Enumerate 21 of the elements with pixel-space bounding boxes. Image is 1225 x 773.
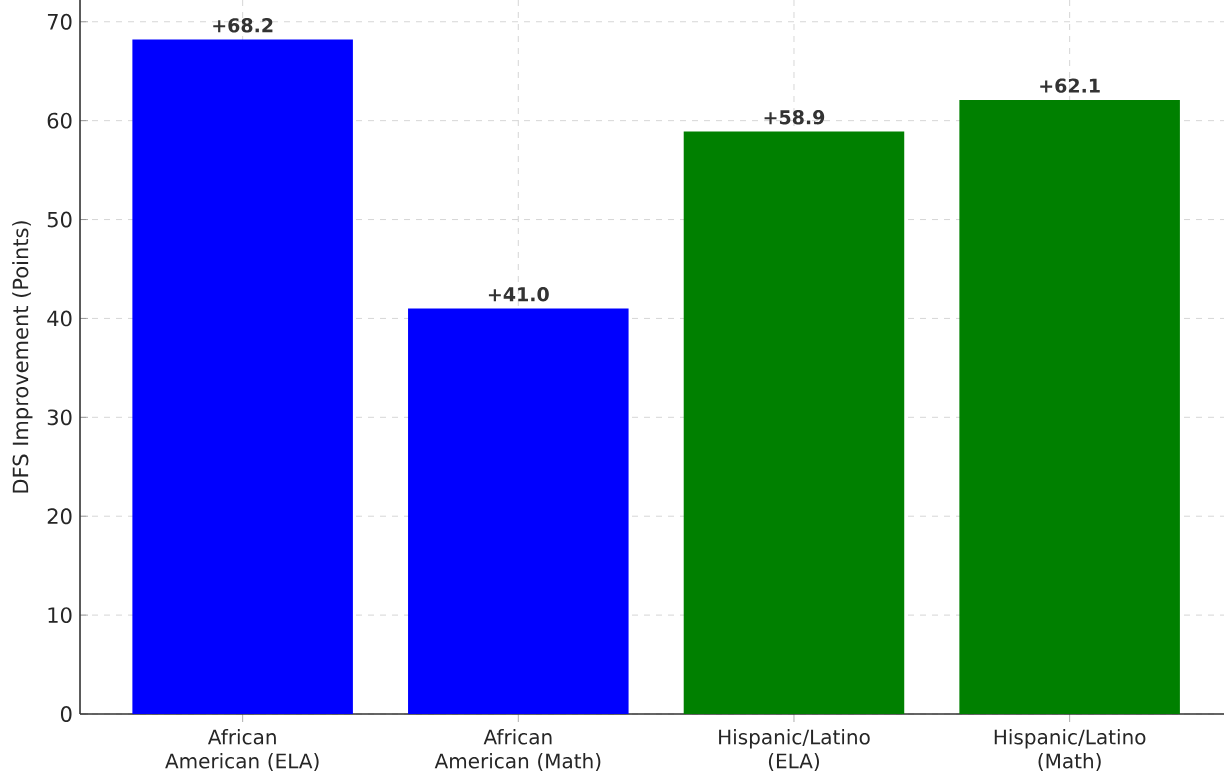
- y-tick-label: 40: [47, 310, 72, 327]
- y-axis-title: DFS Improvement (Points): [12, 221, 33, 493]
- data-label: +58.9: [764, 110, 825, 125]
- x-tick-label: African American (ELA): [165, 729, 319, 771]
- x-tick-label: African American (Math): [434, 729, 601, 771]
- bar: [132, 39, 353, 714]
- y-tick-label: 10: [48, 607, 72, 624]
- data-label: +62.1: [1040, 78, 1100, 93]
- y-tick-label: 50: [47, 211, 72, 228]
- bar: [959, 99, 1180, 714]
- y-tick-label: 70: [47, 13, 72, 30]
- y-tick-label: 20: [47, 508, 72, 525]
- data-label: +41.0: [488, 287, 549, 302]
- x-tick-label: Hispanic/Latino (Math): [994, 729, 1146, 771]
- y-tick-label: 0: [60, 706, 72, 722]
- x-tick-label: Hispanic/Latino (ELA): [719, 729, 870, 771]
- y-tick-label: 60: [47, 112, 72, 129]
- bar: [683, 131, 905, 714]
- data-label: +68.2: [213, 18, 273, 33]
- y-tick-label: 30: [47, 409, 72, 426]
- bar: [408, 308, 629, 714]
